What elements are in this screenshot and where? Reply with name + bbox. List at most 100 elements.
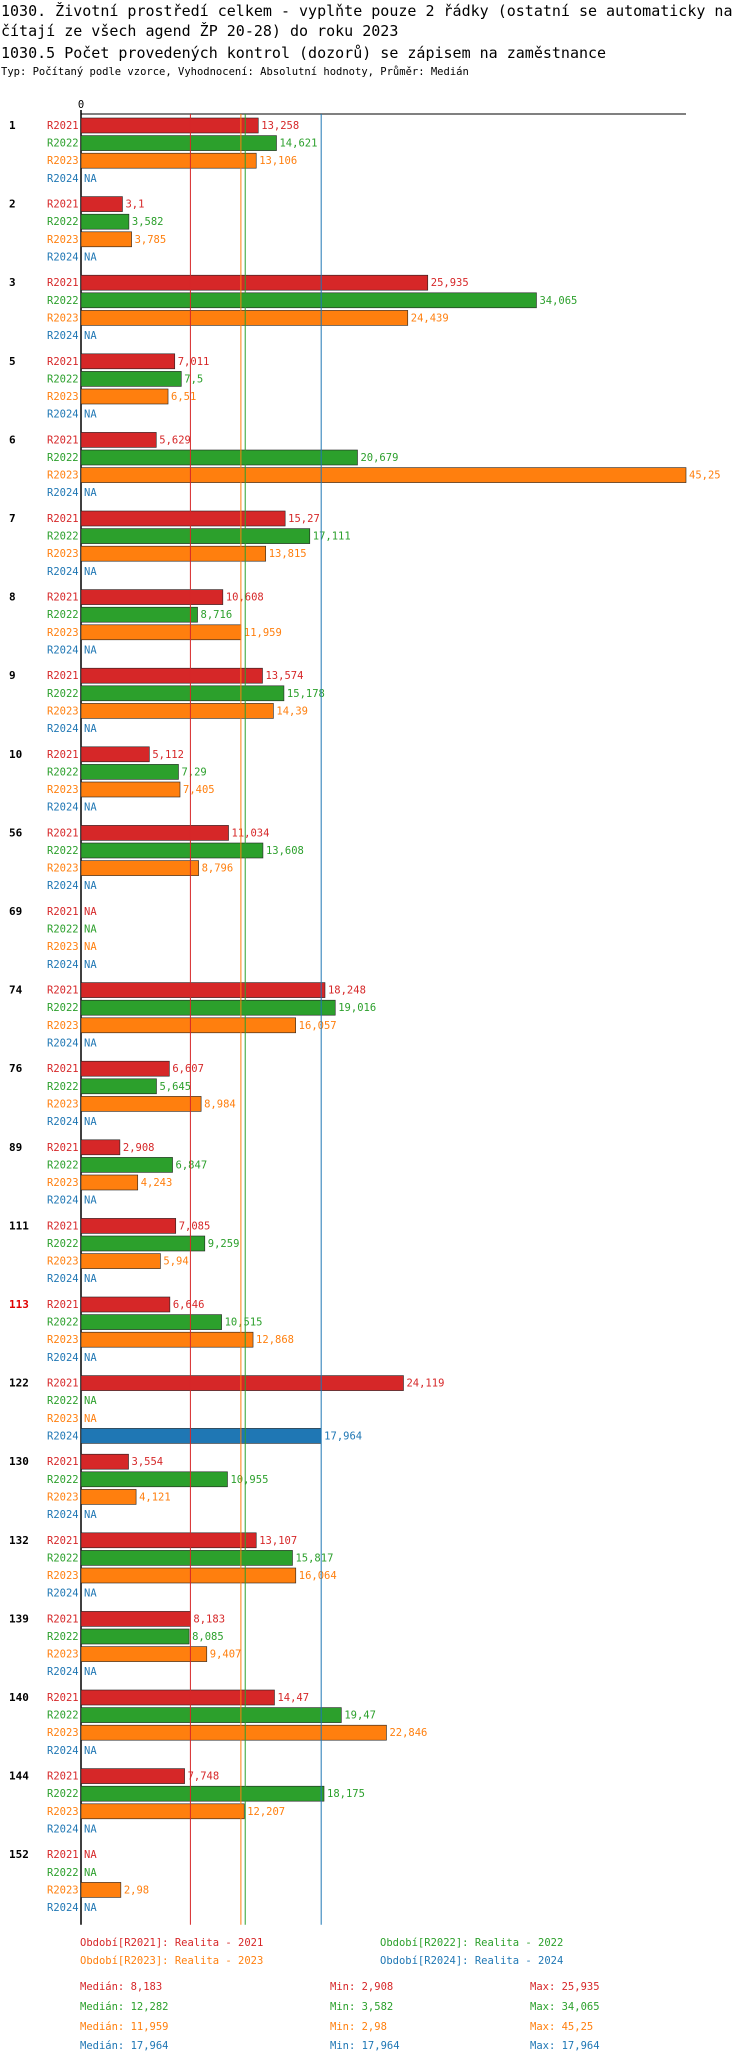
value-label-122-R2023: NA bbox=[84, 1413, 97, 1425]
value-label-7-R2021: 15,27 bbox=[288, 513, 320, 525]
bar-139-R2022 bbox=[80, 1628, 190, 1645]
series-label-7-R2021: R2021 bbox=[47, 513, 79, 525]
value-label-140-R2021: 14,47 bbox=[277, 1692, 309, 1704]
value-label-69-R2024: NA bbox=[84, 959, 97, 971]
bar-74-R2021 bbox=[80, 982, 326, 998]
series-label-111-R2021: R2021 bbox=[47, 1220, 79, 1232]
series-label-111-R2024: R2024 bbox=[47, 1273, 79, 1285]
value-label-139-R2024: NA bbox=[84, 1666, 97, 1678]
series-label-140-R2021: R2021 bbox=[47, 1692, 79, 1704]
value-label-6-R2023: 45,25 bbox=[689, 470, 721, 482]
bar-144-R2023 bbox=[80, 1803, 245, 1820]
bar-56-R2023 bbox=[80, 860, 199, 876]
bar-140-R2021 bbox=[80, 1689, 275, 1706]
stat-min-r2021: Min: 2,908 bbox=[330, 1981, 394, 1993]
value-label-132-R2024: NA bbox=[84, 1588, 97, 1600]
value-label-111-R2022: 9,259 bbox=[208, 1238, 240, 1250]
series-label-5-R2023: R2023 bbox=[47, 391, 79, 403]
bar-76-R2023 bbox=[80, 1096, 202, 1112]
group-label-111: 111 bbox=[9, 1219, 29, 1232]
group-label-132: 132 bbox=[9, 1534, 29, 1547]
bar-56-R2022 bbox=[80, 842, 264, 859]
group-label-7: 7 bbox=[9, 512, 16, 525]
value-label-74-R2023: 16,057 bbox=[299, 1020, 337, 1032]
series-label-5-R2022: R2022 bbox=[47, 373, 79, 385]
value-label-76-R2024: NA bbox=[84, 1116, 97, 1128]
bar-111-R2021 bbox=[80, 1218, 177, 1234]
bar-5-R2023 bbox=[80, 388, 169, 405]
bar-chart: 0 1 R2021 13,258 R2022 14,621 R2023 13,106 R2024… bbox=[9, 99, 721, 1925]
series-label-144-R2023: R2023 bbox=[47, 1806, 79, 1818]
value-label-139-R2021: 8,183 bbox=[193, 1613, 225, 1625]
bar-130-R2023 bbox=[80, 1489, 137, 1505]
bar-111-R2022 bbox=[80, 1235, 206, 1252]
stat-max-r2022: Max: 34,065 bbox=[530, 2001, 600, 2013]
bar-2-R2023 bbox=[80, 231, 132, 248]
series-label-56-R2022: R2022 bbox=[47, 845, 79, 857]
value-label-140-R2023: 22,846 bbox=[389, 1727, 427, 1739]
series-label-69-R2021: R2021 bbox=[47, 906, 79, 918]
series-label-5-R2024: R2024 bbox=[47, 409, 79, 421]
bar-130-R2022 bbox=[80, 1471, 228, 1488]
series-label-8-R2022: R2022 bbox=[47, 609, 79, 621]
bar-8-R2022 bbox=[80, 606, 198, 623]
series-label-89-R2021: R2021 bbox=[47, 1142, 79, 1154]
value-label-3-R2022: 34,065 bbox=[539, 295, 577, 307]
series-label-69-R2022: R2022 bbox=[47, 924, 79, 936]
group-label-56: 56 bbox=[9, 826, 23, 839]
bar-3-R2021 bbox=[80, 274, 429, 291]
series-label-9-R2021: R2021 bbox=[47, 670, 79, 682]
value-label-56-R2021: 11,034 bbox=[232, 827, 270, 839]
series-label-7-R2024: R2024 bbox=[47, 566, 79, 578]
value-label-2-R2022: 3,582 bbox=[132, 216, 164, 228]
value-label-130-R2022: 10,955 bbox=[230, 1474, 268, 1486]
value-label-130-R2023: 4,121 bbox=[139, 1491, 171, 1503]
group-label-3: 3 bbox=[9, 276, 16, 289]
series-label-8-R2023: R2023 bbox=[47, 627, 79, 639]
bar-132-R2022 bbox=[80, 1550, 293, 1566]
series-label-139-R2023: R2023 bbox=[47, 1649, 79, 1661]
series-label-2-R2022: R2022 bbox=[47, 216, 79, 228]
series-label-76-R2021: R2021 bbox=[47, 1063, 79, 1075]
series-label-10-R2024: R2024 bbox=[47, 802, 79, 814]
bar-9-R2023 bbox=[80, 703, 274, 719]
value-label-8-R2023: 11,959 bbox=[244, 627, 282, 639]
series-label-6-R2021: R2021 bbox=[47, 434, 79, 446]
series-label-10-R2023: R2023 bbox=[47, 784, 79, 796]
value-label-122-R2024: 17,964 bbox=[324, 1430, 362, 1442]
value-label-1-R2021: 13,258 bbox=[261, 120, 299, 132]
value-label-5-R2023: 6,51 bbox=[171, 391, 196, 403]
bar-10-R2021 bbox=[80, 746, 150, 763]
series-label-6-R2022: R2022 bbox=[47, 452, 79, 464]
series-label-139-R2022: R2022 bbox=[47, 1631, 79, 1643]
series-label-152-R2021: R2021 bbox=[47, 1849, 79, 1861]
bar-111-R2023 bbox=[80, 1253, 161, 1269]
series-label-130-R2022: R2022 bbox=[47, 1474, 79, 1486]
value-label-89-R2022: 6,847 bbox=[176, 1159, 208, 1171]
bar-2-R2022 bbox=[80, 213, 130, 230]
stat-max-r2023: Max: 45,25 bbox=[530, 2021, 594, 2033]
bar-144-R2022 bbox=[80, 1785, 325, 1802]
series-label-89-R2024: R2024 bbox=[47, 1195, 79, 1207]
value-label-130-R2021: 3,554 bbox=[132, 1456, 164, 1468]
value-label-8-R2024: NA bbox=[84, 644, 97, 656]
series-label-139-R2024: R2024 bbox=[47, 1666, 79, 1678]
bar-113-R2021 bbox=[80, 1296, 171, 1313]
value-label-89-R2024: NA bbox=[84, 1195, 97, 1207]
series-label-130-R2023: R2023 bbox=[47, 1491, 79, 1503]
series-label-76-R2022: R2022 bbox=[47, 1081, 79, 1093]
series-label-152-R2023: R2023 bbox=[47, 1884, 79, 1896]
series-label-10-R2022: R2022 bbox=[47, 766, 79, 778]
chart-title-line1: 1030. Životní prostředí celkem - vyplňte… bbox=[1, 2, 733, 20]
stat-median-r2024: Medián: 17,964 bbox=[80, 2040, 169, 2052]
series-label-2-R2023: R2023 bbox=[47, 234, 79, 246]
value-label-74-R2021: 18,248 bbox=[328, 985, 366, 997]
series-label-6-R2023: R2023 bbox=[47, 470, 79, 482]
value-label-74-R2024: NA bbox=[84, 1037, 97, 1049]
series-label-5-R2021: R2021 bbox=[47, 356, 79, 368]
legend-r2022: Období[R2022]: Realita - 2022 bbox=[380, 1937, 564, 1949]
value-label-152-R2024: NA bbox=[84, 1902, 97, 1914]
bar-132-R2021 bbox=[80, 1532, 257, 1549]
bar-113-R2023 bbox=[80, 1331, 254, 1348]
value-label-76-R2021: 6,607 bbox=[172, 1063, 204, 1075]
